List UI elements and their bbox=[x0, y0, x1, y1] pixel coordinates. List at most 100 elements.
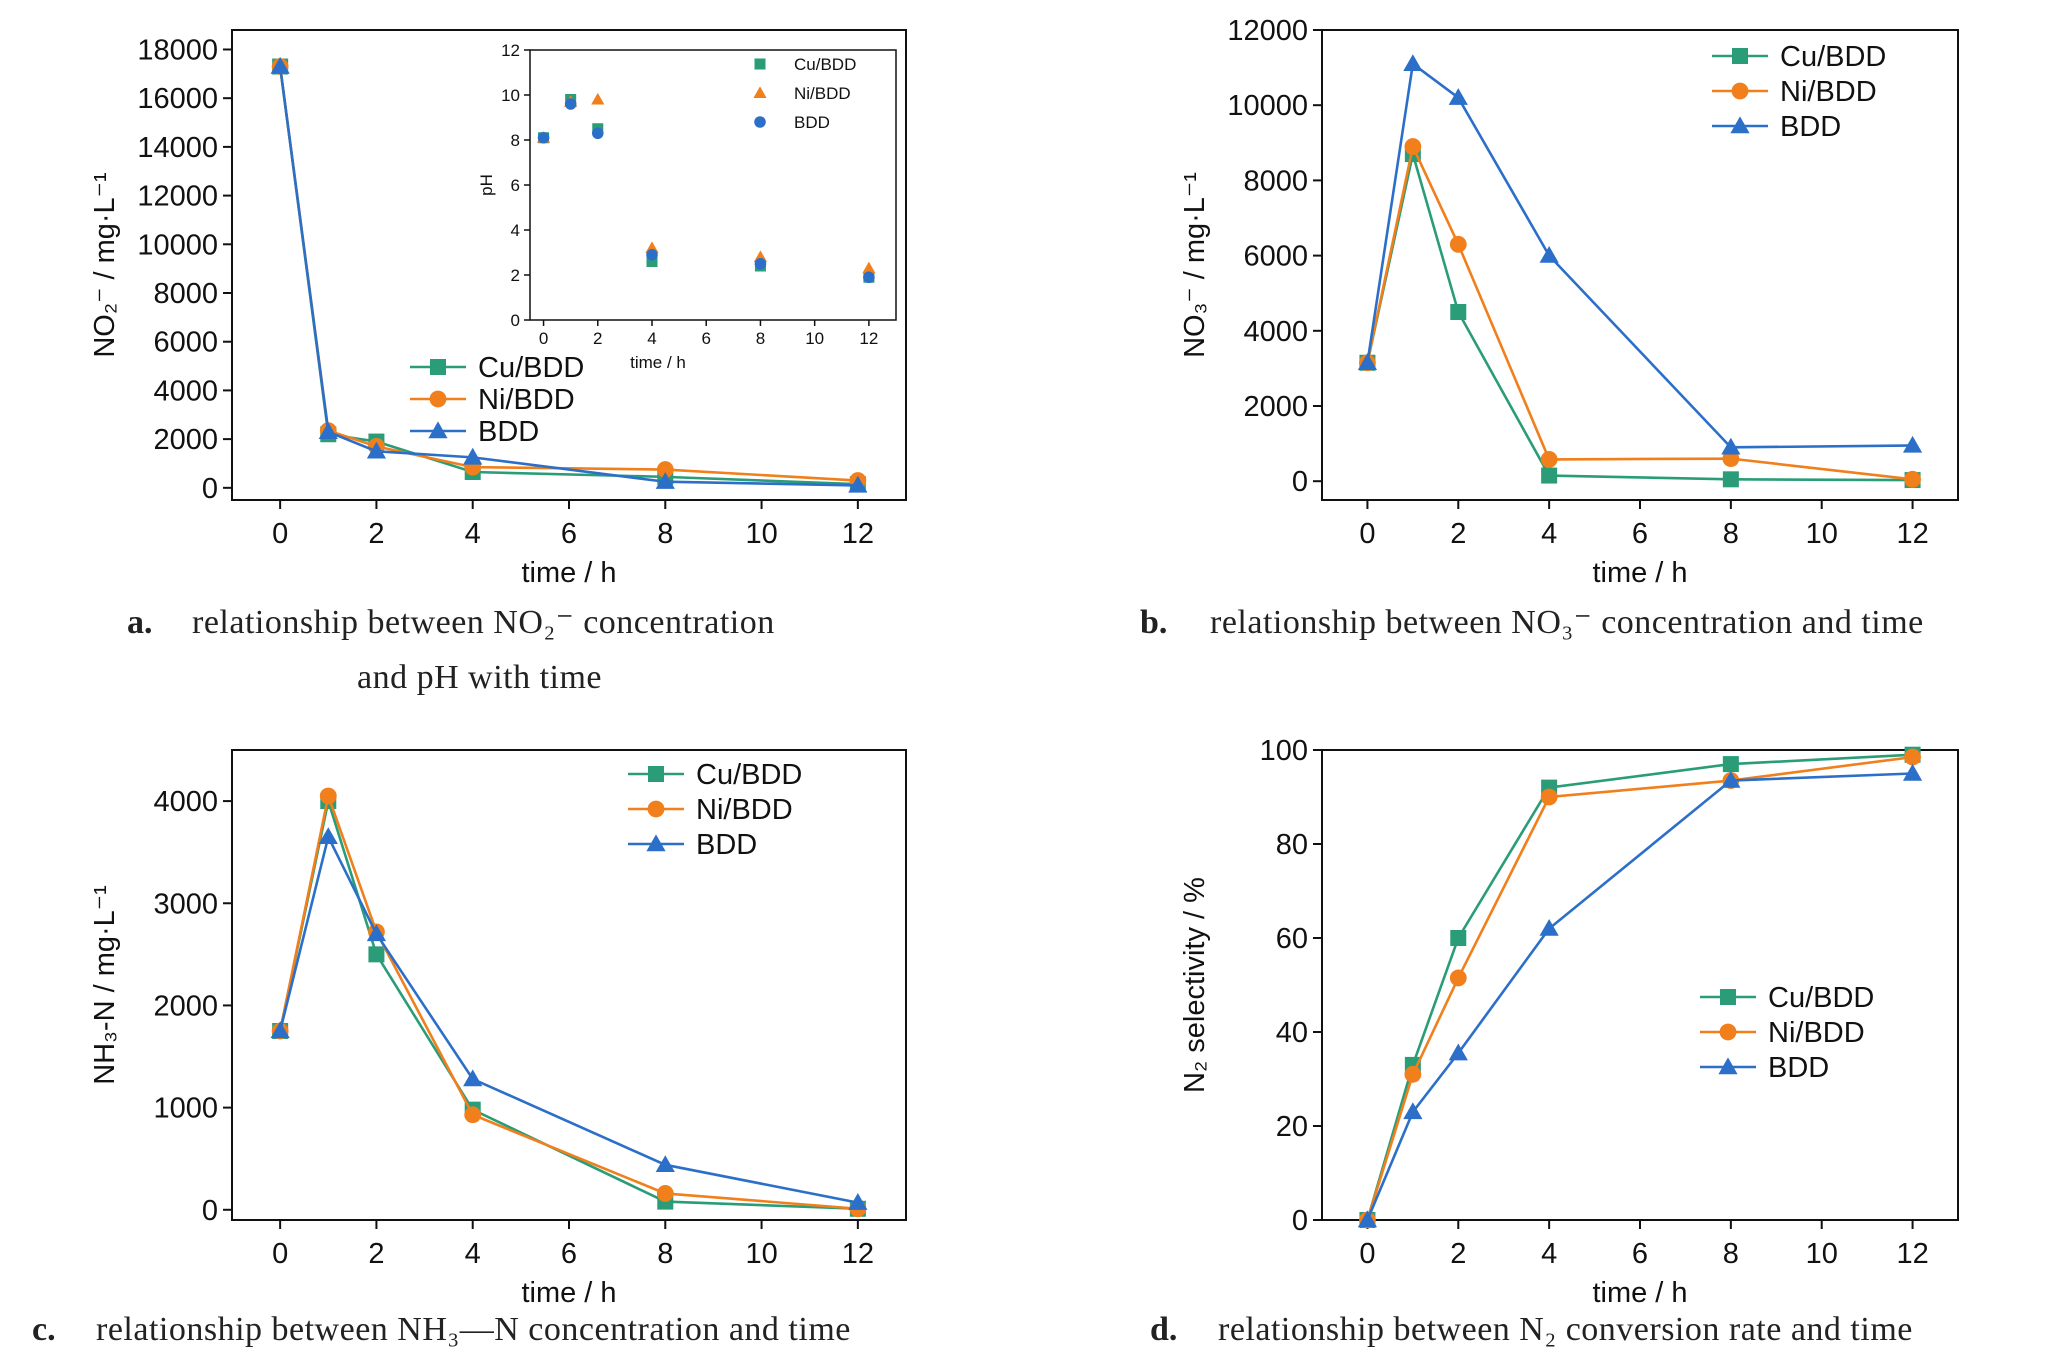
y-tick-label: 10000 bbox=[137, 229, 218, 261]
y-tick-label: 100 bbox=[1260, 735, 1308, 767]
legend-marker bbox=[646, 834, 666, 852]
x-tick-label: 2 bbox=[1450, 1238, 1466, 1270]
data-point bbox=[463, 447, 483, 465]
legend-label: Ni/BDD bbox=[1780, 76, 1877, 108]
data-point bbox=[1722, 756, 1739, 773]
data-point bbox=[318, 827, 338, 845]
series-ni-bdd bbox=[1359, 138, 1921, 488]
caption-a-letter: a. bbox=[127, 604, 153, 641]
inset-x-tick-label: 4 bbox=[647, 329, 656, 348]
inset-y-tick-label: 10 bbox=[501, 86, 520, 105]
legend-label: Cu/BDD bbox=[1768, 982, 1874, 1014]
data-point bbox=[1403, 54, 1423, 72]
y-tick-label: 80 bbox=[1276, 829, 1308, 861]
inset-data-point bbox=[537, 131, 550, 144]
data-point bbox=[1448, 88, 1468, 105]
chart-a-inset: 0 2 4 6 8 10 12 0 2 4 6 8 10 12 time / h pH Cu/BDD Ni/BDD… bbox=[477, 41, 897, 372]
inset-y-tick-label: 12 bbox=[501, 41, 520, 60]
x-tick-label: 6 bbox=[1632, 1238, 1648, 1270]
data-point bbox=[655, 1155, 675, 1173]
legend-marker bbox=[1732, 48, 1748, 64]
legend-label: Cu/BDD bbox=[1780, 41, 1886, 73]
x-tick-label: 12 bbox=[842, 1238, 874, 1270]
data-point bbox=[1449, 235, 1467, 253]
x-tick-label: 4 bbox=[465, 1238, 481, 1270]
legend-marker bbox=[428, 421, 448, 439]
data-point bbox=[318, 422, 338, 440]
x-tick-label: 10 bbox=[745, 518, 777, 550]
y-tick-label: 12000 bbox=[137, 181, 218, 213]
data-point bbox=[1539, 919, 1559, 936]
inset-y-tick-label: 0 bbox=[511, 311, 520, 330]
legend-marker bbox=[648, 766, 664, 782]
chart-b: 0 2 4 6 8 10 12 0 2000 4000 6000 8000 10000 12000 time… bbox=[1179, 15, 1959, 589]
data-point bbox=[1357, 1210, 1378, 1228]
y-tick-label: 0 bbox=[202, 1195, 218, 1227]
data-point bbox=[656, 461, 674, 478]
legend-label: BDD bbox=[478, 416, 539, 448]
data-point bbox=[1403, 1102, 1423, 1120]
inset-data-point bbox=[863, 271, 875, 284]
caption-b-letter: b. bbox=[1140, 604, 1167, 641]
legend-label: Ni/BDD bbox=[478, 384, 575, 416]
x-tick-label: 6 bbox=[1632, 518, 1648, 550]
inset-legend-label: Ni/BDD bbox=[794, 84, 851, 103]
legend-marker bbox=[1731, 82, 1749, 100]
inset-data-point bbox=[564, 98, 577, 110]
series-line bbox=[1366, 153, 1913, 482]
series-ni-bdd bbox=[271, 787, 867, 1218]
x-tick-label: 12 bbox=[1896, 1238, 1928, 1270]
y-tick-label: 2000 bbox=[1243, 391, 1308, 423]
legend-label: Cu/BDD bbox=[696, 759, 802, 791]
y-tick-label: 4000 bbox=[1243, 316, 1308, 348]
inset-frame bbox=[529, 49, 897, 321]
y-tick-label: 1000 bbox=[153, 1093, 218, 1125]
caption-d-letter: d. bbox=[1150, 1311, 1177, 1348]
series-line bbox=[1366, 142, 1913, 481]
x-tick-label: 0 bbox=[272, 1238, 288, 1270]
inset-x-tick-label: 8 bbox=[756, 329, 765, 348]
data-point bbox=[270, 1021, 290, 1039]
data-point bbox=[270, 56, 290, 74]
legend-label: Ni/BDD bbox=[1768, 1017, 1865, 1049]
y-tick-label: 6000 bbox=[1243, 241, 1308, 273]
x-axis-label: time / h bbox=[521, 1277, 616, 1309]
inset-data-point bbox=[592, 127, 604, 140]
y-axis-label: NO₃⁻ / mg·L⁻¹ bbox=[1179, 172, 1211, 358]
inset-legend-label: Cu/BDD bbox=[794, 55, 856, 74]
inset-y-axis-label: pH bbox=[477, 174, 496, 196]
data-point bbox=[655, 472, 675, 489]
y-tick-label: 10000 bbox=[1227, 90, 1308, 122]
series-line bbox=[1366, 755, 1913, 1221]
y-tick-label: 0 bbox=[1292, 466, 1308, 498]
x-tick-label: 2 bbox=[368, 518, 384, 550]
x-axis-label: time / h bbox=[1592, 557, 1687, 589]
legend-marker bbox=[1718, 1057, 1738, 1075]
data-point bbox=[1902, 435, 1923, 453]
x-tick-label: 10 bbox=[745, 1238, 777, 1270]
x-tick-label: 0 bbox=[1359, 1238, 1375, 1270]
legend-marker bbox=[1720, 989, 1736, 1005]
x-tick-label: 8 bbox=[1723, 1238, 1739, 1270]
x-tick-label: 4 bbox=[1541, 518, 1557, 550]
y-axis-label: NO₂⁻ / mg·L⁻¹ bbox=[89, 172, 121, 358]
inset-data-point bbox=[646, 248, 658, 261]
y-tick-label: 40 bbox=[1276, 1017, 1308, 1049]
inset-legend-marker bbox=[754, 116, 766, 128]
y-tick-label: 20 bbox=[1276, 1111, 1308, 1143]
x-tick-label: 10 bbox=[1806, 1238, 1838, 1270]
legend-marker bbox=[1719, 1023, 1737, 1041]
y-tick-label: 6000 bbox=[153, 327, 218, 359]
x-tick-label: 6 bbox=[561, 1238, 577, 1270]
data-point bbox=[1722, 471, 1739, 488]
data-point bbox=[1539, 246, 1559, 263]
x-tick-label: 0 bbox=[1359, 518, 1375, 550]
x-tick-label: 12 bbox=[842, 518, 874, 550]
series-line bbox=[1366, 772, 1913, 1221]
data-point bbox=[1721, 770, 1741, 788]
data-point bbox=[656, 1185, 674, 1202]
legend-marker bbox=[647, 800, 665, 818]
